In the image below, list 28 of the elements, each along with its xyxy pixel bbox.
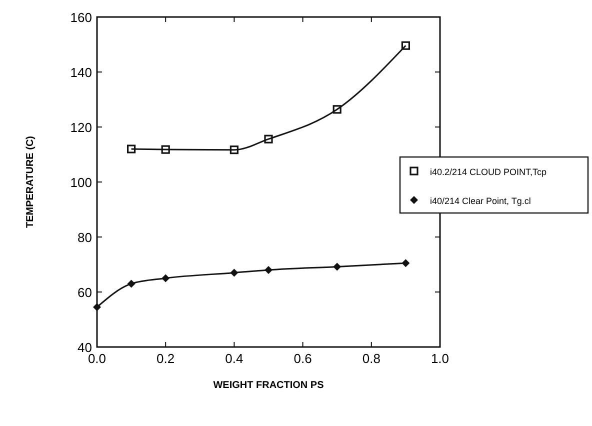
x-tick-label: 0.2 <box>156 351 175 366</box>
point <box>402 259 410 268</box>
point <box>161 145 170 154</box>
point <box>230 146 238 154</box>
y-axis-title: TEMPERATURE (C) <box>25 136 36 228</box>
y-tick-label: 60 <box>78 285 92 300</box>
point <box>127 280 136 288</box>
x-tick-label: 0.4 <box>225 351 244 366</box>
y-tick-label: 140 <box>70 65 92 80</box>
point <box>333 262 342 271</box>
point <box>93 303 101 312</box>
point <box>127 144 136 154</box>
x-tick-label: 0.8 <box>362 351 380 366</box>
y-tick-label: 160 <box>70 10 92 25</box>
y-tick-label: 120 <box>70 120 92 135</box>
point <box>332 105 342 114</box>
point <box>401 41 410 50</box>
y-tick-label: 80 <box>78 230 92 245</box>
x-axis-title: WEIGHT FRACTION PS <box>213 380 324 391</box>
point <box>230 268 238 277</box>
point <box>162 274 170 282</box>
y-tick-label: 100 <box>70 175 92 190</box>
legend-label: i40/214 Clear Point, Tg.cl <box>430 196 531 206</box>
point <box>264 266 272 274</box>
x-tick-label: 1.0 <box>430 351 450 366</box>
x-tick-label: 0.6 <box>294 351 312 366</box>
legend-label: i40.2/214 CLOUD POINT,Tcp <box>430 167 547 177</box>
point <box>264 134 273 144</box>
